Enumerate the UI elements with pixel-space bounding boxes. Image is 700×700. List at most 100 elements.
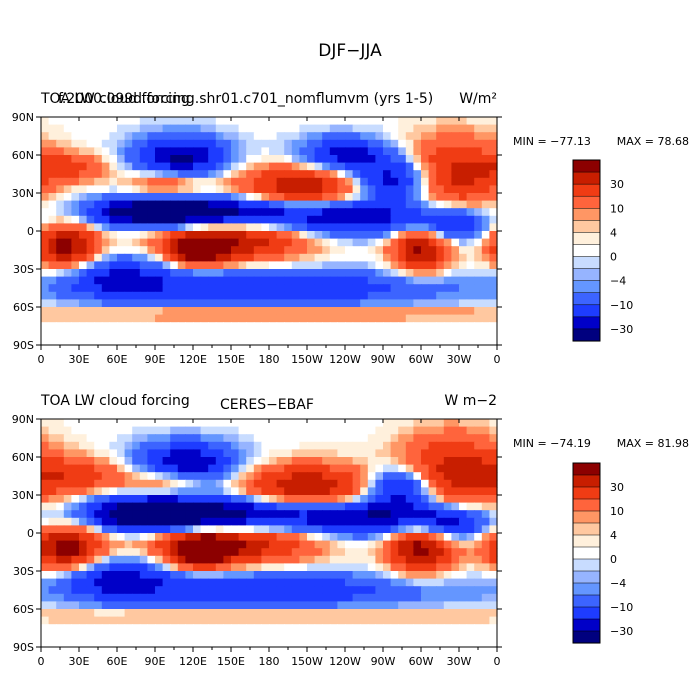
field-cell <box>215 337 224 346</box>
field-cell <box>155 419 164 428</box>
field-cell <box>109 162 118 171</box>
field-cell <box>246 238 255 247</box>
field-cell <box>177 586 186 595</box>
field-cell <box>193 139 202 148</box>
field-cell <box>193 208 202 217</box>
field-cell <box>390 147 399 156</box>
field-cell <box>238 124 247 133</box>
field-cell <box>436 624 445 633</box>
field-cell <box>208 170 217 179</box>
colorbar-box <box>572 474 601 488</box>
field-cell <box>246 253 255 262</box>
field-cell <box>48 548 57 557</box>
field-cell <box>231 593 240 602</box>
field-cell <box>390 322 399 331</box>
field-cell <box>481 337 490 346</box>
field-cell <box>443 329 452 338</box>
field-cell <box>155 238 164 247</box>
field-cell <box>413 238 422 247</box>
field-cell <box>299 609 308 618</box>
field-cell <box>451 609 460 618</box>
field-cell <box>117 624 126 633</box>
field-cell <box>284 200 293 209</box>
field-cell <box>307 517 316 526</box>
field-cell <box>101 291 110 300</box>
field-cell <box>322 208 331 217</box>
field-cell <box>261 177 270 186</box>
field-cell <box>291 441 300 450</box>
field-cell <box>63 299 72 308</box>
field-cell <box>269 616 278 625</box>
field-cell <box>117 162 126 171</box>
field-cell <box>291 434 300 443</box>
field-cell <box>215 639 224 648</box>
field-cell <box>147 495 156 504</box>
field-cell <box>132 434 141 443</box>
field-cell <box>246 162 255 171</box>
field-cell <box>459 434 468 443</box>
field-cell <box>253 170 262 179</box>
field-cell <box>466 162 475 171</box>
field-cell <box>489 117 498 126</box>
field-cell <box>451 155 460 164</box>
y-tick-label: 30N <box>12 187 34 200</box>
field-cell <box>329 170 338 179</box>
field-cell <box>193 284 202 293</box>
colorbar-box <box>572 268 601 282</box>
field-cell <box>413 457 422 466</box>
field-cell <box>177 139 186 148</box>
field-cell <box>390 185 399 194</box>
field-cell <box>94 284 103 293</box>
field-cell <box>56 291 65 300</box>
field-cell <box>246 307 255 316</box>
field-cell <box>436 540 445 549</box>
field-cell <box>117 616 126 625</box>
field-cell <box>117 540 126 549</box>
field-cell <box>63 155 72 164</box>
field-cell <box>117 276 126 285</box>
field-cell <box>215 117 224 126</box>
field-cell <box>246 540 255 549</box>
field-cell <box>246 457 255 466</box>
field-cell <box>329 147 338 156</box>
field-cell <box>162 593 171 602</box>
field-cell <box>337 299 346 308</box>
panel-2-title-center: CERES−EBAF <box>220 397 314 413</box>
field-cell <box>322 434 331 443</box>
field-cell <box>466 261 475 270</box>
field-cell <box>101 616 110 625</box>
field-cell <box>489 563 498 572</box>
field-cell <box>383 139 392 148</box>
field-cell <box>276 329 285 338</box>
field-cell <box>481 253 490 262</box>
field-cell <box>299 586 308 595</box>
field-cell <box>459 601 468 610</box>
field-cell <box>466 449 475 458</box>
field-cell <box>109 246 118 255</box>
field-cell <box>383 200 392 209</box>
field-cell <box>443 231 452 240</box>
field-cell <box>322 502 331 511</box>
field-cell <box>185 464 194 473</box>
field-cell <box>185 457 194 466</box>
field-cell <box>421 200 430 209</box>
field-cell <box>147 601 156 610</box>
field-cell <box>276 593 285 602</box>
field-cell <box>337 563 346 572</box>
colorbar-box <box>572 462 601 476</box>
field-cell <box>489 639 498 648</box>
field-cell <box>436 124 445 133</box>
field-cell <box>223 261 232 270</box>
field-cell <box>405 170 414 179</box>
field-cell <box>79 124 88 133</box>
field-cell <box>193 609 202 618</box>
field-cell <box>360 147 369 156</box>
field-cell <box>443 495 452 504</box>
field-cell <box>314 314 323 323</box>
field-cell <box>352 223 361 232</box>
field-cell <box>390 601 399 610</box>
field-cell <box>466 170 475 179</box>
field-cell <box>345 284 354 293</box>
field-cell <box>421 502 430 511</box>
field-cell <box>284 124 293 133</box>
